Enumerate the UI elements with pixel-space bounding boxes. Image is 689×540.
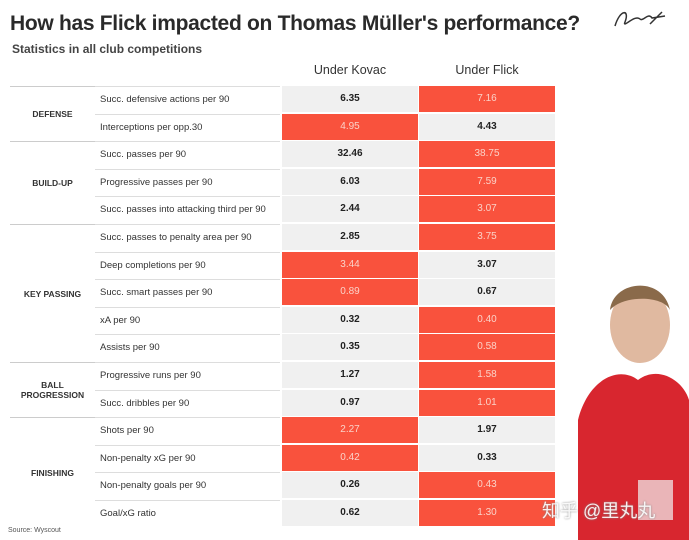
player-photo	[578, 285, 689, 540]
flick-value-cell: 0.40	[419, 306, 555, 333]
kovac-value-cell: 0.32	[282, 306, 418, 333]
kovac-value-cell: 32.46	[282, 141, 418, 168]
metric-label: Succ. smart passes per 90	[95, 279, 280, 305]
kovac-value-cell: 2.27	[282, 417, 418, 444]
flick-value-cell: 7.16	[419, 86, 555, 112]
kovac-value-cell: 2.44	[282, 196, 418, 223]
source-note: Source: Wyscout	[8, 527, 61, 534]
table-row: Non-penalty goals per 90 0.26 0.43	[95, 472, 555, 499]
category-label: DEFENSE	[10, 86, 95, 141]
metric-label: Shots per 90	[95, 417, 280, 443]
metric-label: xA per 90	[95, 306, 280, 333]
metric-label: Goal/xG ratio	[95, 500, 280, 526]
flick-value-cell: 3.07	[419, 196, 555, 223]
kovac-value-cell: 4.95	[282, 113, 418, 140]
flick-value-cell: 0.58	[419, 334, 555, 361]
metric-label: Deep completions per 90	[95, 251, 280, 278]
table-row: Succ. passes into attacking third per 90…	[95, 196, 555, 223]
flick-value-cell: 0.43	[419, 472, 555, 499]
table-row: Succ. dribbles per 90 0.97 1.01	[95, 389, 555, 416]
category-label: BALL PROGRESSION	[10, 362, 95, 417]
category-label: KEY PASSING	[10, 224, 95, 362]
kovac-value-cell: 0.62	[282, 500, 418, 526]
kovac-value-cell: 6.35	[282, 86, 418, 112]
category-label: FINISHING	[10, 417, 95, 527]
table-row: Shots per 90 2.27 1.97	[95, 417, 555, 444]
flick-value-cell: 3.75	[419, 224, 555, 250]
table-row: Interceptions per opp.30 4.95 4.43	[95, 113, 555, 140]
metric-label: Progressive runs per 90	[95, 362, 280, 388]
table-row: Progressive passes per 90 6.03 7.59	[95, 168, 555, 195]
table-row: Succ. smart passes per 90 0.89 0.67	[95, 279, 555, 306]
table-row: Succ. defensive actions per 90 6.35 7.16	[95, 86, 555, 112]
flick-value-cell: 7.59	[419, 168, 555, 195]
flick-value-cell: 0.33	[419, 444, 555, 471]
kovac-value-cell: 2.85	[282, 224, 418, 250]
kovac-value-cell: 1.27	[282, 362, 418, 388]
flick-value-cell: 0.67	[419, 279, 555, 306]
metric-label: Assists per 90	[95, 334, 280, 360]
table-row: Succ. passes to penalty area per 90 2.85 3…	[95, 224, 555, 250]
table-row: Progressive runs per 90 1.27 1.58	[95, 362, 555, 388]
watermark: 知乎 @里丸丸	[542, 501, 656, 521]
column-header-kovac: Under Kovac	[313, 63, 387, 77]
table-row: Succ. passes per 90 32.46 38.75	[95, 141, 555, 168]
flick-value-cell: 3.07	[419, 251, 555, 278]
metric-label: Non-penalty xG per 90	[95, 444, 280, 471]
flick-value-cell: 1.97	[419, 417, 555, 444]
table-row: Assists per 90 0.35 0.58	[95, 334, 555, 361]
column-header-flick: Under Flick	[455, 63, 519, 77]
kovac-value-cell: 0.35	[282, 334, 418, 361]
subtitle: Statistics in all club competitions	[12, 42, 203, 56]
table-row: xA per 90 0.32 0.40	[95, 306, 555, 333]
metric-label: Non-penalty goals per 90	[95, 472, 280, 498]
metric-label: Succ. passes to penalty area per 90	[95, 224, 280, 250]
signature-logo	[614, 11, 666, 27]
kovac-value-cell: 0.42	[282, 444, 418, 471]
flick-value-cell: 1.58	[419, 362, 555, 388]
flick-value-cell: 1.30	[419, 500, 555, 526]
kovac-value-cell: 0.26	[282, 472, 418, 499]
metric-label: Succ. dribbles per 90	[95, 389, 280, 416]
table-row: Non-penalty xG per 90 0.42 0.33	[95, 444, 555, 471]
flick-value-cell: 4.43	[419, 113, 555, 140]
flick-value-cell: 1.01	[419, 389, 555, 416]
kovac-value-cell: 6.03	[282, 168, 418, 195]
page-title: How has Flick impacted on Thomas Müller'…	[10, 12, 580, 35]
table-row: Deep completions per 90 3.44 3.07	[95, 251, 555, 278]
metric-label: Interceptions per opp.30	[95, 113, 280, 140]
kovac-value-cell: 0.89	[282, 279, 418, 306]
table-row: Goal/xG ratio 0.62 1.30	[95, 500, 555, 526]
flick-value-cell: 38.75	[419, 141, 555, 168]
kovac-value-cell: 0.97	[282, 389, 418, 416]
metric-label: Succ. passes into attacking third per 90	[95, 196, 280, 222]
metric-label: Succ. passes per 90	[95, 141, 280, 167]
kovac-value-cell: 3.44	[282, 251, 418, 278]
category-label: BUILD-UP	[10, 141, 95, 224]
metric-label: Progressive passes per 90	[95, 168, 280, 195]
metric-label: Succ. defensive actions per 90	[95, 86, 280, 112]
